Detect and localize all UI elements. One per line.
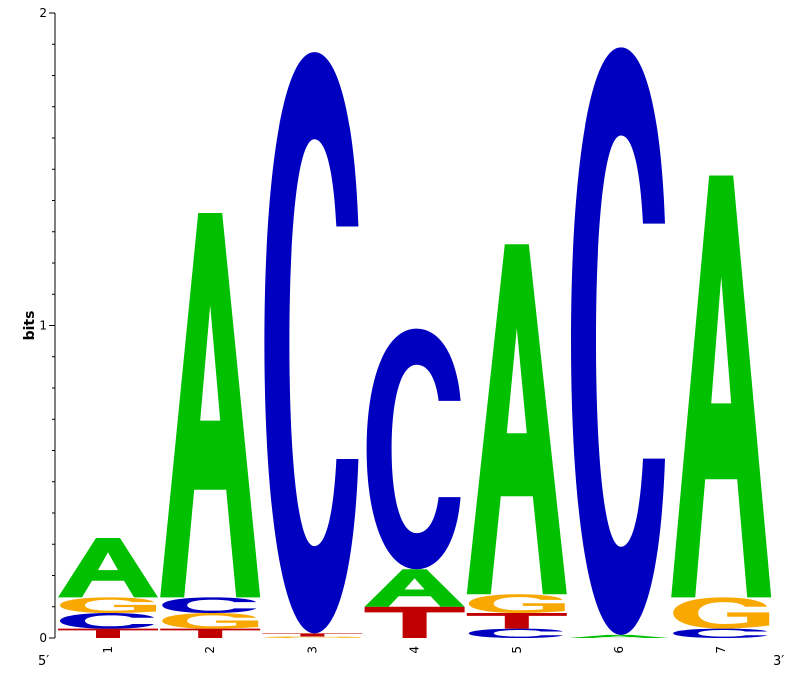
x-tick-label: 5 xyxy=(510,646,524,654)
letter-C-pos-6 xyxy=(571,47,665,635)
letter-C-pos-5 xyxy=(468,628,563,638)
x-tick-label: 6 xyxy=(612,646,626,654)
letter-G-pos-5 xyxy=(468,594,565,613)
position-stack-2 xyxy=(160,213,261,638)
letter-T-pos-4 xyxy=(364,606,465,638)
letter-C-pos-1 xyxy=(60,613,154,629)
letter-T-pos-2 xyxy=(160,628,261,638)
position-stack-3 xyxy=(262,52,363,638)
x-tick-label: 7 xyxy=(714,646,728,654)
letter-C-pos-7 xyxy=(673,628,768,638)
x-axis-labels: 1 2 3 4 5 6 7 xyxy=(101,646,728,654)
y-tick-label: 1 xyxy=(39,319,47,333)
letter-A-pos-4 xyxy=(364,569,465,607)
letter-G-pos-1 xyxy=(60,597,156,613)
x-tick-label: 3 xyxy=(305,646,319,654)
position-stack-5 xyxy=(466,244,567,638)
letter-A-pos-7 xyxy=(671,175,772,598)
five-prime-label: 5′ xyxy=(38,654,49,669)
letter-G-pos-2 xyxy=(162,613,259,629)
letter-A-pos-2 xyxy=(160,213,261,598)
letter-T-pos-5 xyxy=(466,613,567,629)
letter-G-pos-3 xyxy=(264,636,361,638)
x-tick-label: 2 xyxy=(203,646,217,654)
letter-G-pos-7 xyxy=(673,597,770,629)
letter-C-pos-3 xyxy=(264,52,359,634)
letter-stacks xyxy=(58,47,772,638)
y-axis: 0 1 2 xyxy=(39,6,56,645)
y-axis-label: bits xyxy=(22,311,38,341)
letter-C-pos-4 xyxy=(366,328,461,570)
letter-A-pos-5 xyxy=(466,244,567,595)
position-stack-6 xyxy=(569,47,669,638)
letter-A-pos-1 xyxy=(58,538,158,598)
letter-T-pos-3 xyxy=(262,633,363,637)
three-prime-label: 3′ xyxy=(773,654,784,669)
letter-C-pos-2 xyxy=(162,597,257,613)
x-tick-label: 4 xyxy=(408,646,422,654)
position-stack-1 xyxy=(58,538,158,638)
x-tick-label: 1 xyxy=(101,646,115,654)
y-tick-label: 0 xyxy=(39,631,47,645)
letter-T-pos-1 xyxy=(58,628,158,638)
y-tick-label: 2 xyxy=(39,6,47,20)
position-stack-7 xyxy=(671,175,772,638)
position-stack-4 xyxy=(364,328,465,638)
letter-A-pos-6 xyxy=(569,634,669,638)
